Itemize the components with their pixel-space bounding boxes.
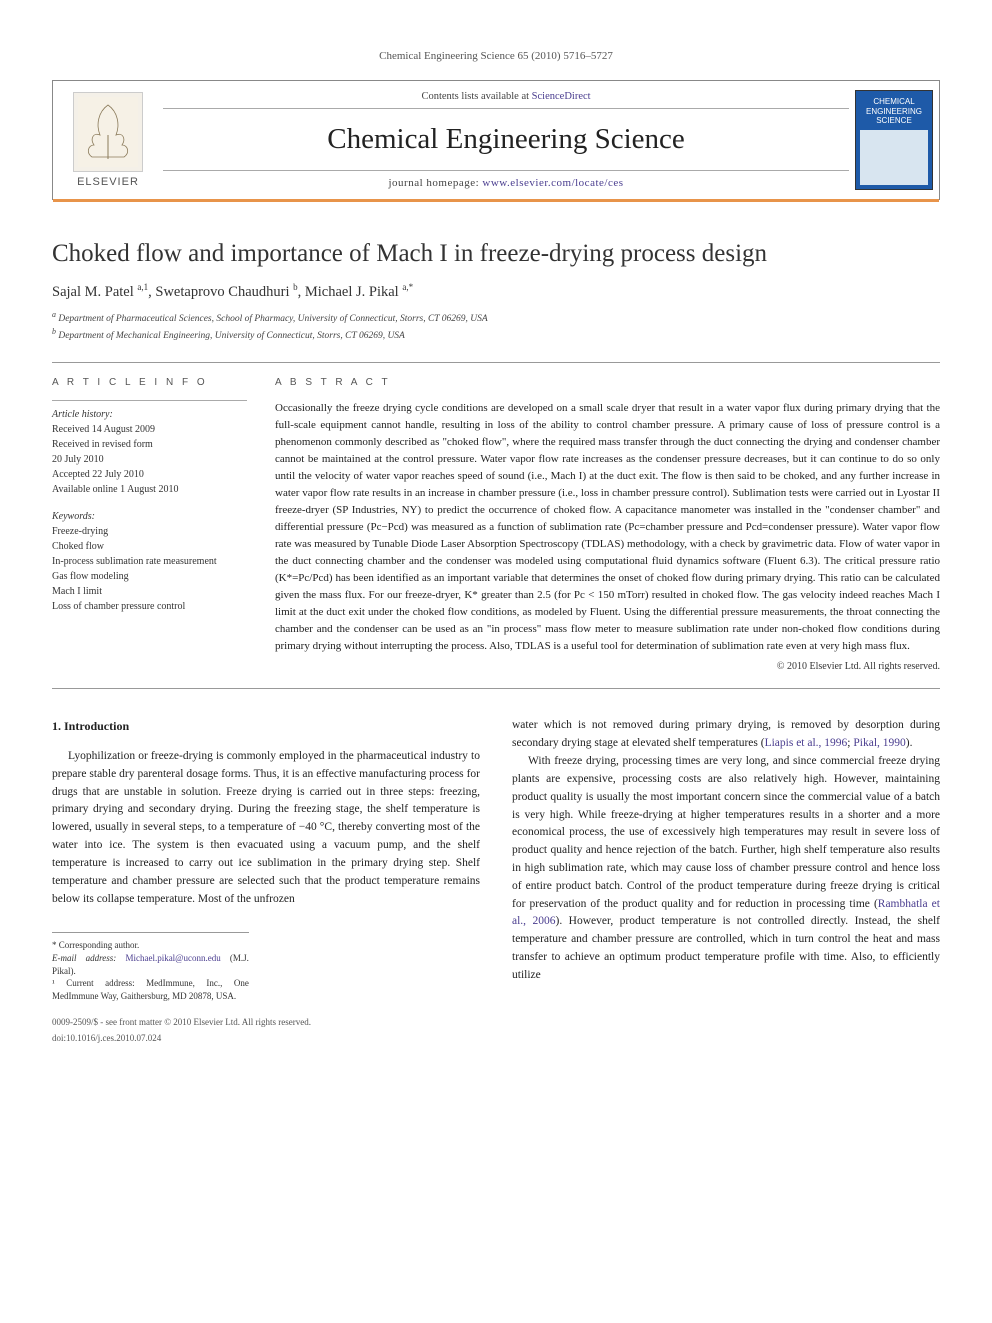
col2-p2-prefix: With freeze drying, processing times are… — [512, 755, 940, 910]
affiliation-line: b Department of Mechanical Engineering, … — [52, 326, 940, 343]
info-abstract-row: A R T I C L E I N F O Article history: R… — [52, 362, 940, 690]
journal-name: Chemical Engineering Science — [327, 123, 685, 156]
history-line: Received 14 August 2009 — [52, 422, 247, 437]
abstract-text: Occasionally the freeze drying cycle con… — [275, 400, 940, 656]
keyword-line: Gas flow modeling — [52, 569, 247, 584]
col2-para-1: water which is not removed during primar… — [512, 717, 940, 753]
history-label: Article history: — [52, 407, 247, 422]
intro-heading: 1. Introduction — [52, 717, 480, 736]
col2-p2-suffix: ). However, product temperature is not c… — [512, 915, 940, 980]
abstract-heading: A B S T R A C T — [275, 377, 940, 388]
keyword-line: In-process sublimation rate measurement — [52, 554, 247, 569]
history-line: Accepted 22 July 2010 — [52, 467, 247, 482]
history-line: 20 July 2010 — [52, 452, 247, 467]
contents-prefix: Contents lists available at — [421, 91, 531, 102]
body-col-right: water which is not removed during primar… — [512, 717, 940, 1046]
header-center: Contents lists available at ScienceDirec… — [163, 81, 849, 199]
journal-header-box: ELSEVIER Contents lists available at Sci… — [52, 80, 940, 200]
abstract-copyright: © 2010 Elsevier Ltd. All rights reserved… — [275, 661, 940, 672]
history-line: Available online 1 August 2010 — [52, 482, 247, 497]
orange-accent-bar — [53, 199, 939, 202]
homepage-prefix: journal homepage: — [389, 177, 483, 189]
citation-text: Chemical Engineering Science 65 (2010) 5… — [379, 50, 613, 62]
article-info-pane: A R T I C L E I N F O Article history: R… — [52, 377, 247, 673]
cover-title: CHEMICAL ENGINEERING SCIENCE — [860, 97, 928, 126]
elsevier-tree-icon — [73, 92, 143, 172]
body-two-column: 1. Introduction Lyophilization or freeze… — [52, 717, 940, 1046]
fn-email-link[interactable]: Michael.pikal@uconn.edu — [125, 953, 220, 963]
abstract-pane: A B S T R A C T Occasionally the freeze … — [275, 377, 940, 673]
ref-pikal[interactable]: Pikal, 1990 — [853, 737, 905, 749]
keyword-line: Loss of chamber pressure control — [52, 599, 247, 614]
elsevier-label: ELSEVIER — [77, 176, 139, 188]
affiliations: a Department of Pharmaceutical Sciences,… — [52, 309, 940, 344]
elsevier-logo-block: ELSEVIER — [53, 81, 163, 199]
col2-para-2: With freeze drying, processing times are… — [512, 753, 940, 985]
fn-email-line: E-mail address: Michael.pikal@uconn.edu … — [52, 952, 249, 977]
keyword-line: Mach I limit — [52, 584, 247, 599]
intro-para-1: Lyophilization or freeze-drying is commo… — [52, 748, 480, 908]
article-title: Choked flow and importance of Mach I in … — [52, 240, 940, 268]
fn-email-label: E-mail address: — [52, 953, 125, 963]
col2-p1-suffix: ). — [906, 737, 913, 749]
journal-citation: Chemical Engineering Science 65 (2010) 5… — [52, 50, 940, 62]
footer-doi: doi:10.1016/j.ces.2010.07.024 — [52, 1032, 480, 1046]
article-info-body: Article history: Received 14 August 2009… — [52, 400, 247, 614]
homepage-link[interactable]: www.elsevier.com/locate/ces — [482, 177, 623, 189]
fn-current-address: ¹ Current address: MedImmune, Inc., One … — [52, 977, 249, 1002]
journal-cover-block: CHEMICAL ENGINEERING SCIENCE — [849, 81, 939, 199]
keywords-label: Keywords: — [52, 509, 247, 524]
history-line: Received in revised form — [52, 437, 247, 452]
cover-thumbnail: CHEMICAL ENGINEERING SCIENCE — [855, 90, 933, 190]
fn-corresponding: * Corresponding author. — [52, 939, 249, 952]
author-list: Sajal M. Patel a,1, Swetaprovo Chaudhuri… — [52, 282, 940, 301]
footnotes: * Corresponding author. E-mail address: … — [52, 932, 249, 1002]
contents-line: Contents lists available at ScienceDirec… — [163, 91, 849, 109]
keyword-line: Freeze-drying — [52, 524, 247, 539]
keyword-line: Choked flow — [52, 539, 247, 554]
cover-body — [860, 130, 928, 185]
article-info-heading: A R T I C L E I N F O — [52, 377, 247, 388]
ref-liapis[interactable]: Liapis et al., 1996 — [765, 737, 848, 749]
homepage-line: journal homepage: www.elsevier.com/locat… — [163, 170, 849, 189]
sciencedirect-link[interactable]: ScienceDirect — [532, 91, 591, 102]
body-col-left: 1. Introduction Lyophilization or freeze… — [52, 717, 480, 1046]
footer-issn: 0009-2509/$ - see front matter © 2010 El… — [52, 1016, 480, 1030]
affiliation-line: a Department of Pharmaceutical Sciences,… — [52, 309, 940, 326]
